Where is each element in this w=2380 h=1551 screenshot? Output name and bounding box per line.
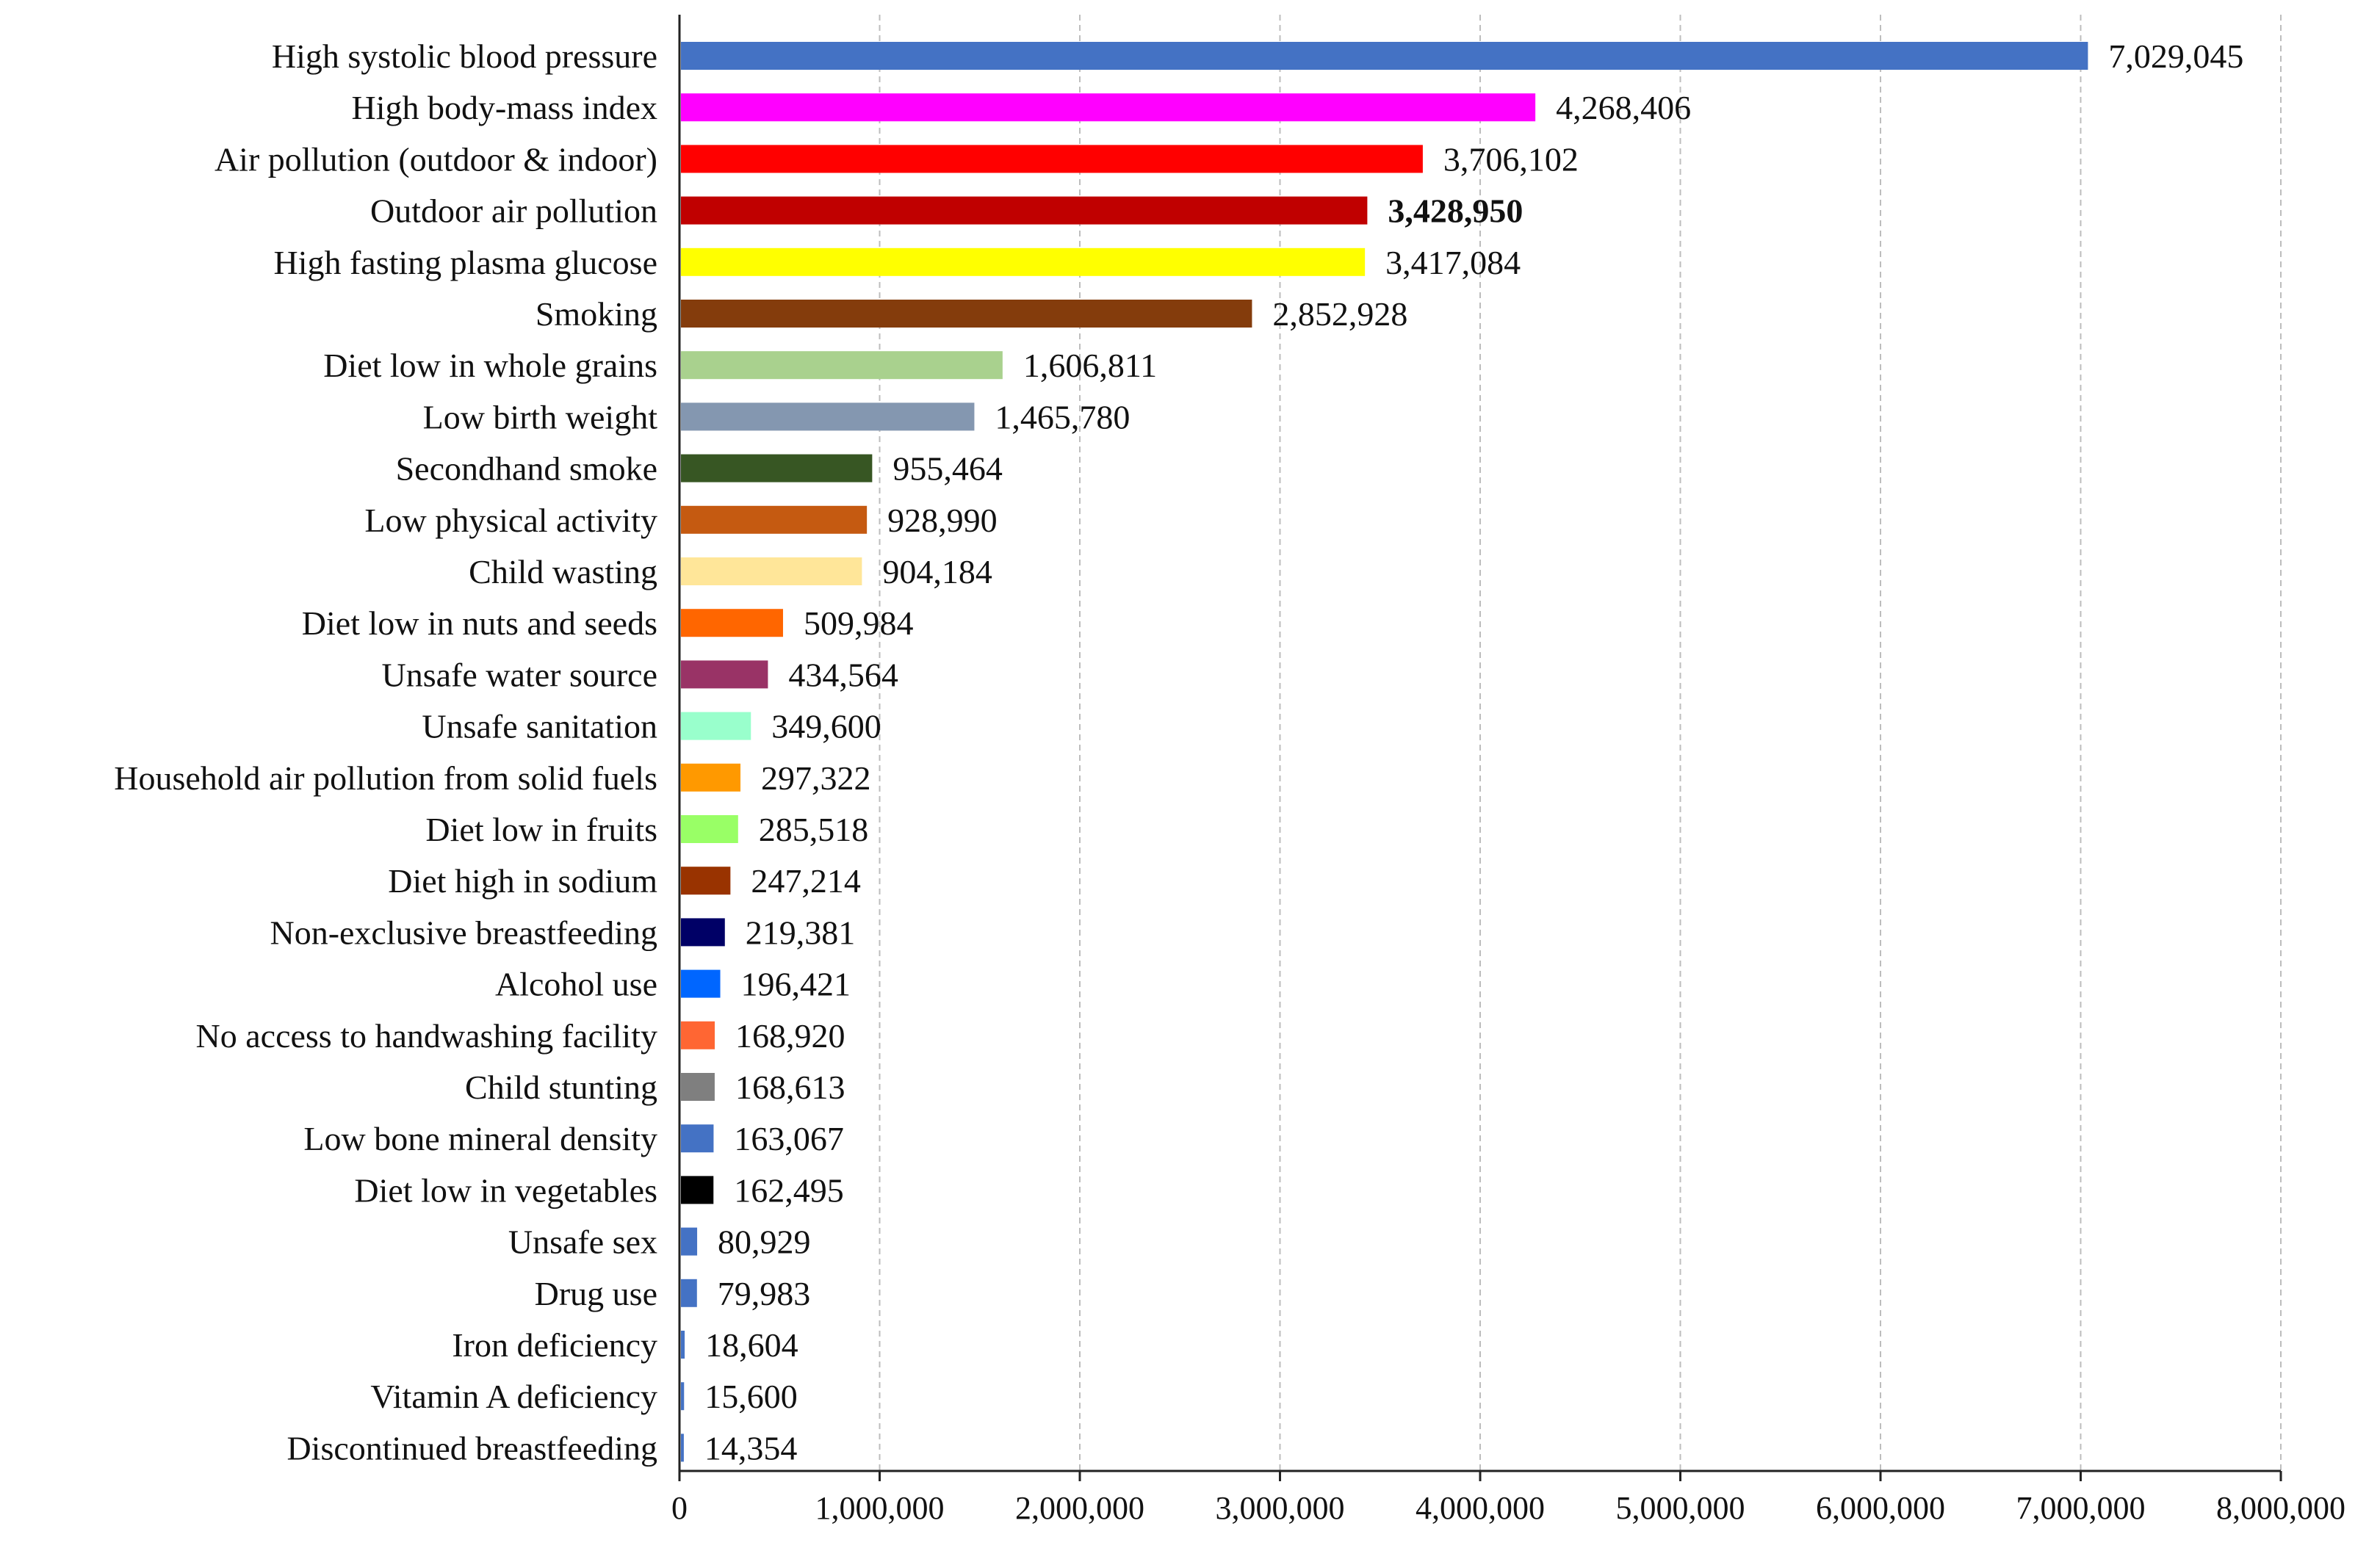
- bar: [681, 93, 1536, 122]
- value-label: 14,354: [704, 1429, 797, 1467]
- value-label: 297,322: [761, 759, 871, 797]
- category-label: Unsafe sanitation: [422, 708, 657, 745]
- value-labels: 7,029,045 4,268,406 3,706,102 3,428,950 3,41…: [704, 37, 2244, 1467]
- category-label: Unsafe sex: [508, 1223, 657, 1261]
- value-label: 3,428,950: [1388, 192, 1523, 230]
- value-label: 7,029,045: [2108, 37, 2243, 75]
- bar: [681, 300, 1252, 328]
- bar: [681, 763, 741, 792]
- bar: [681, 712, 751, 740]
- bar: [681, 867, 731, 895]
- category-label: Non-exclusive breastfeeding: [270, 914, 657, 951]
- category-label: Diet low in vegetables: [354, 1171, 657, 1209]
- value-label: 18,604: [705, 1326, 798, 1364]
- category-label: Household air pollution from solid fuels: [114, 759, 657, 797]
- value-label: 1,465,780: [995, 398, 1130, 435]
- bar: [681, 145, 1423, 173]
- bar: [681, 1124, 714, 1153]
- value-label: 434,564: [788, 656, 898, 693]
- bar: [681, 1331, 685, 1359]
- category-label: No access to handwashing facility: [196, 1017, 657, 1055]
- bar: [681, 1227, 698, 1256]
- value-label: 247,214: [751, 862, 861, 900]
- value-label: 349,600: [771, 708, 881, 745]
- gridlines: [879, 15, 2282, 1471]
- value-label: 285,518: [759, 811, 869, 848]
- value-label: 168,920: [735, 1017, 845, 1055]
- bar: [681, 918, 725, 947]
- value-label: 15,600: [704, 1378, 798, 1415]
- value-label: 955,464: [892, 450, 1003, 488]
- bar: [681, 1073, 715, 1101]
- bar: [681, 505, 868, 534]
- bar: [681, 351, 1003, 380]
- value-label: 904,184: [882, 553, 992, 590]
- category-label: Diet high in sodium: [388, 862, 657, 900]
- bar: [681, 1176, 714, 1204]
- category-label: High fasting plasma glucose: [273, 244, 657, 281]
- bar: [681, 42, 2088, 70]
- bar: [681, 1021, 715, 1049]
- bar: [681, 969, 721, 998]
- bar: [681, 1382, 685, 1411]
- category-label: Discontinued breastfeeding: [286, 1429, 657, 1467]
- value-label: 162,495: [734, 1171, 844, 1209]
- x-tick-label: 5,000,000: [1616, 1490, 1745, 1526]
- value-label: 3,417,084: [1385, 244, 1521, 281]
- category-label: Low bone mineral density: [303, 1120, 657, 1157]
- bar: [681, 402, 975, 431]
- category-labels: High systolic blood pressure High body-ma…: [114, 37, 657, 1467]
- category-label: Drug use: [535, 1275, 657, 1312]
- value-label: 168,613: [735, 1069, 845, 1106]
- category-label: Diet low in fruits: [425, 811, 657, 848]
- value-label: 3,706,102: [1443, 140, 1579, 178]
- category-label: High body-mass index: [351, 89, 657, 126]
- value-label: 4,268,406: [1556, 89, 1691, 126]
- bars: [681, 42, 2088, 1462]
- x-tick-label: 7,000,000: [2016, 1490, 2146, 1526]
- x-tick-label: 3,000,000: [1216, 1490, 1345, 1526]
- bar: [681, 660, 768, 689]
- value-label: 219,381: [746, 914, 855, 951]
- value-label: 1,606,811: [1023, 347, 1157, 384]
- bar: [681, 609, 783, 637]
- value-label: 163,067: [734, 1120, 844, 1157]
- x-tick-label: 8,000,000: [2216, 1490, 2345, 1526]
- category-label: Outdoor air pollution: [370, 192, 657, 230]
- category-label: Low physical activity: [364, 502, 657, 539]
- category-label: Child stunting: [465, 1069, 657, 1106]
- x-tick-label: 4,000,000: [1416, 1490, 1545, 1526]
- value-label: 2,852,928: [1272, 295, 1407, 333]
- category-label: Vitamin A deficiency: [370, 1378, 657, 1415]
- x-tick-label: 6,000,000: [1816, 1490, 1945, 1526]
- category-label: Smoking: [536, 295, 657, 333]
- bar: [681, 1279, 697, 1307]
- category-label: Alcohol use: [495, 966, 657, 1003]
- category-label: Air pollution (outdoor & indoor): [214, 140, 657, 178]
- category-label: Secondhand smoke: [396, 450, 657, 488]
- bar: [681, 557, 862, 585]
- bar: [681, 454, 873, 482]
- x-axis: 0 1,000,000 2,000,000 3,000,000 4,000,000 5,0…: [671, 15, 2345, 1526]
- value-label: 509,984: [804, 604, 914, 642]
- x-tick-label: 2,000,000: [1015, 1490, 1144, 1526]
- category-label: Child wasting: [469, 553, 657, 590]
- category-label: Unsafe water source: [382, 656, 657, 693]
- bar: [681, 1434, 684, 1462]
- category-label: Low birth weight: [423, 398, 658, 435]
- value-label: 80,929: [718, 1223, 811, 1261]
- bar: [681, 196, 1368, 225]
- x-tick-label: 1,000,000: [815, 1490, 945, 1526]
- value-label: 79,983: [718, 1275, 811, 1312]
- x-tick-label: 0: [671, 1490, 688, 1526]
- category-label: Diet low in nuts and seeds: [302, 604, 657, 642]
- value-label: 196,421: [741, 966, 851, 1003]
- value-label: 928,990: [887, 502, 998, 539]
- bar: [681, 815, 738, 843]
- category-label: Iron deficiency: [452, 1326, 657, 1364]
- category-label: Diet low in whole grains: [323, 347, 657, 384]
- bar: [681, 247, 1366, 276]
- category-label: High systolic blood pressure: [272, 37, 657, 75]
